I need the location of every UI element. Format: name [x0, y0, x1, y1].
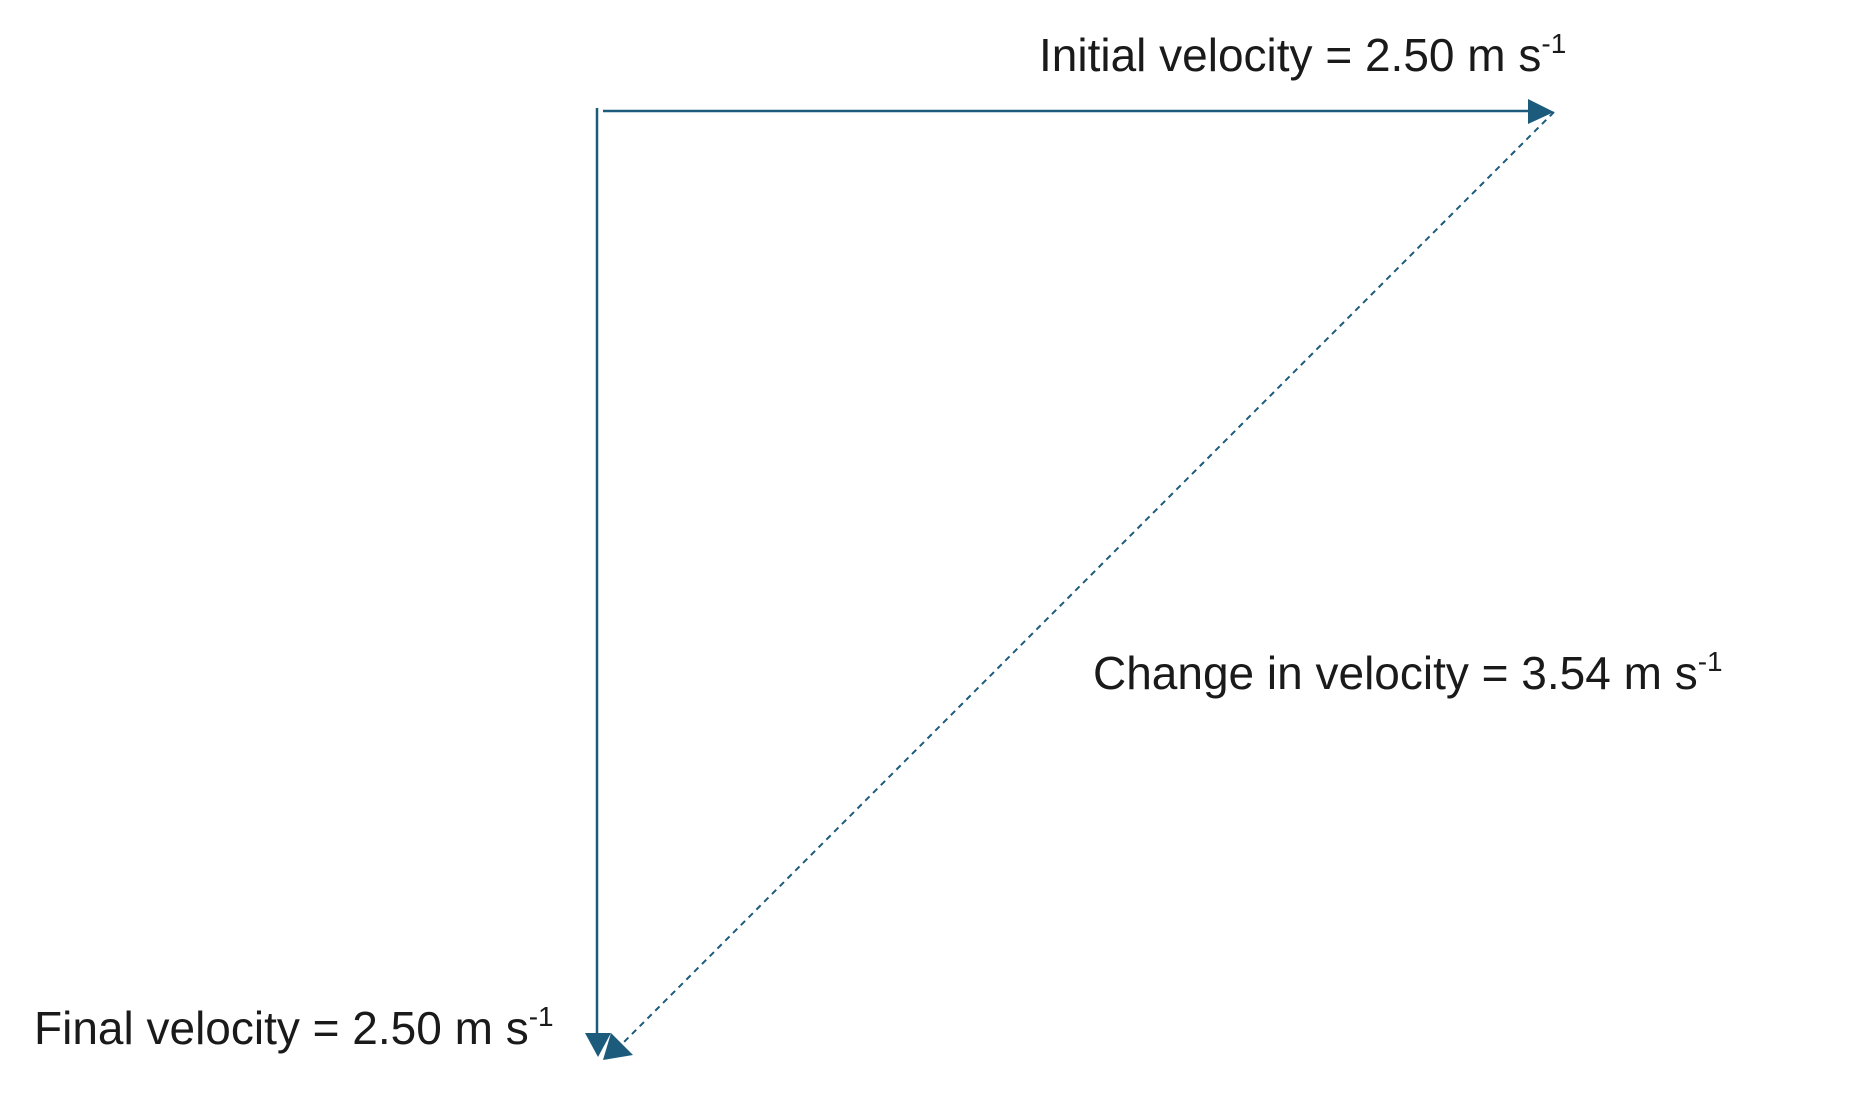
initial-velocity-arrowhead — [1528, 99, 1554, 124]
final-velocity-exponent: -1 — [528, 1001, 554, 1032]
change-in-velocity-exponent: -1 — [1697, 646, 1723, 677]
change-in-velocity-text: Change in velocity = 3.54 m s — [1093, 647, 1698, 699]
initial-velocity-text: Initial velocity = 2.50 m s — [1039, 29, 1542, 81]
initial-velocity-label: Initial velocity = 2.50 m s-1 — [1039, 29, 1566, 81]
final-velocity-label: Final velocity = 2.50 m s-1 — [34, 1002, 554, 1054]
final-velocity-text: Final velocity = 2.50 m s — [34, 1002, 529, 1054]
change-in-velocity-arrowhead — [603, 1033, 633, 1060]
change-in-velocity-label: Change in velocity = 3.54 m s-1 — [1093, 647, 1723, 699]
initial-velocity-exponent: -1 — [1541, 28, 1567, 59]
final-velocity-arrowhead — [585, 1033, 611, 1057]
change-in-velocity-vector — [621, 111, 1555, 1045]
